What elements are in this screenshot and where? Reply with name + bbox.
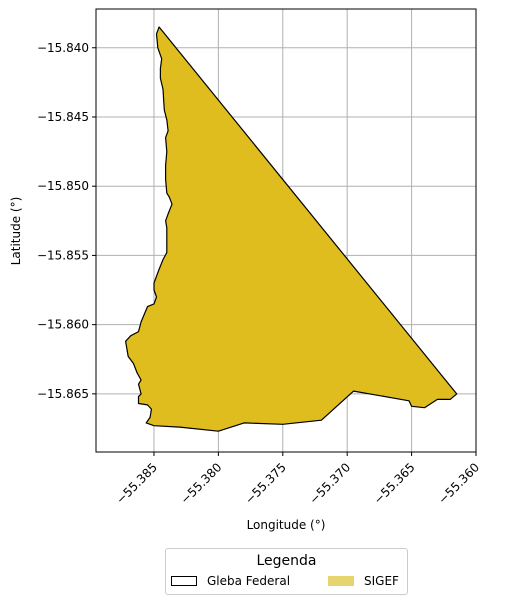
gleba-federal-swatch	[171, 576, 197, 586]
x-tick-label: −55.375	[242, 460, 289, 507]
x-tick-label: −55.380	[178, 460, 225, 507]
y-tick-label: −15.855	[37, 248, 89, 262]
x-tick-label: −55.360	[435, 460, 482, 507]
x-tick-label: −55.365	[371, 460, 418, 507]
y-tick-label: −15.865	[37, 387, 89, 401]
gleba-federal-label: Gleba Federal	[207, 574, 290, 588]
x-axis-ticks: −55.385 −55.380 −55.375 −55.370 −55.365 −55.3…	[113, 452, 482, 507]
y-tick-label: −15.860	[37, 318, 89, 332]
y-tick-label: −15.850	[37, 179, 89, 193]
sigef-swatch	[328, 576, 354, 586]
legend-entry-gleba-federal: Gleba Federal	[171, 574, 290, 588]
legend: Legenda Gleba Federal SIGEF	[165, 548, 408, 595]
sigef-gleba-polygon	[126, 27, 457, 431]
y-tick-label: −15.845	[37, 110, 89, 124]
x-axis-label: Longitude (°)	[247, 518, 326, 532]
y-tick-label: −15.840	[37, 41, 89, 55]
sigef-label: SIGEF	[364, 574, 399, 588]
legend-entry-sigef: SIGEF	[328, 574, 399, 588]
y-axis-label: Latitude (°)	[9, 197, 23, 266]
x-tick-label: −55.370	[307, 460, 354, 507]
x-tick-label: −55.385	[113, 460, 160, 507]
legend-title: Legenda	[166, 553, 407, 569]
y-axis-ticks: −15.840 −15.845 −15.850 −15.855 −15.860 −15.8…	[37, 41, 96, 401]
